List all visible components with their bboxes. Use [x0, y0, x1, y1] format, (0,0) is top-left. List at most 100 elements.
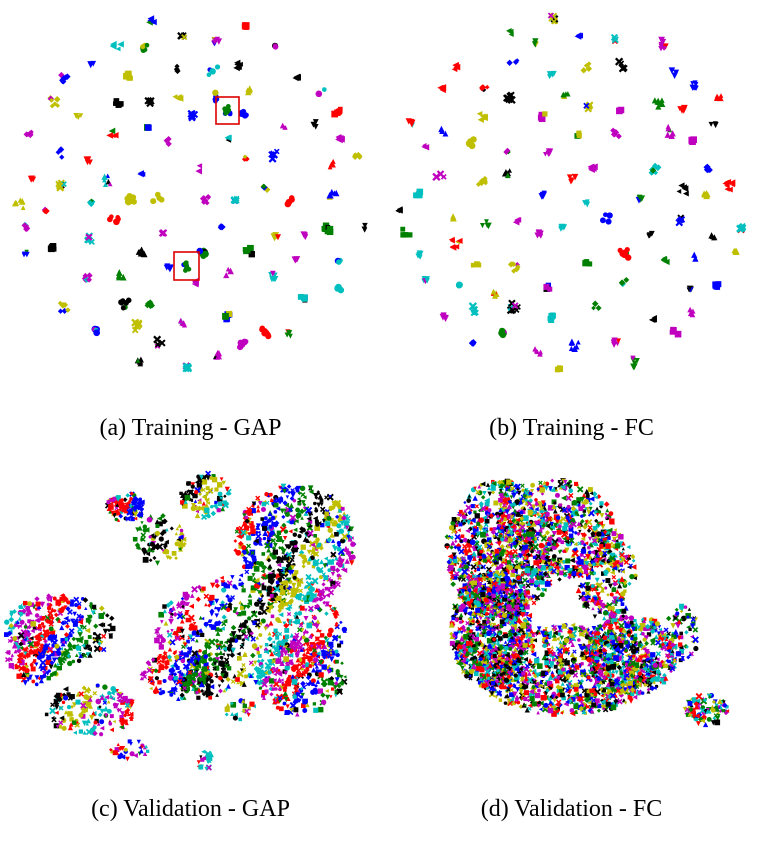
data-point	[292, 532, 298, 537]
data-point	[16, 657, 23, 664]
data-point	[53, 662, 58, 668]
data-point	[186, 602, 191, 606]
data-point	[66, 692, 71, 697]
data-point	[68, 633, 73, 638]
data-point	[30, 666, 36, 672]
data-point	[132, 511, 139, 518]
data-point	[248, 508, 252, 513]
data-point	[555, 636, 560, 642]
data-point	[530, 482, 536, 488]
data-point	[292, 575, 297, 580]
data-point	[194, 479, 200, 485]
data-point	[182, 541, 187, 546]
data-point	[14, 623, 18, 627]
data-point	[180, 671, 185, 676]
data-point	[308, 590, 314, 597]
data-point	[77, 632, 83, 638]
data-point	[335, 562, 340, 566]
data-point	[192, 493, 198, 499]
data-point	[220, 678, 225, 684]
data-point	[282, 621, 287, 626]
data-point	[39, 664, 47, 672]
data-point	[236, 651, 241, 657]
data-point	[609, 592, 614, 597]
data-point	[255, 508, 261, 513]
cluster-point	[466, 141, 473, 148]
data-point	[280, 483, 287, 490]
data-point	[146, 546, 153, 552]
data-point	[93, 645, 101, 653]
data-point	[206, 756, 210, 760]
data-point	[340, 538, 346, 544]
data-point	[535, 630, 540, 635]
cluster-point	[128, 75, 133, 81]
data-point	[154, 637, 160, 644]
data-point	[279, 589, 286, 596]
data-point	[244, 557, 248, 561]
data-point	[339, 558, 345, 565]
data-point	[176, 669, 182, 675]
data-point	[315, 565, 320, 571]
cluster-point	[154, 191, 161, 198]
data-point	[123, 508, 129, 514]
data-point	[214, 500, 218, 505]
data-point	[211, 474, 216, 479]
data-point	[309, 555, 315, 561]
cluster-point	[82, 272, 89, 279]
data-point	[310, 550, 316, 556]
data-point	[148, 558, 153, 563]
data-point	[308, 647, 313, 652]
data-point	[218, 688, 223, 694]
data-point	[292, 664, 299, 671]
cluster-point	[330, 158, 336, 164]
data-point	[139, 499, 145, 505]
data-point	[22, 632, 27, 637]
cluster-point	[182, 261, 188, 267]
data-point	[290, 492, 296, 498]
data-point	[30, 621, 36, 627]
data-point	[198, 474, 205, 480]
data-point	[300, 628, 305, 633]
data-point	[303, 637, 310, 643]
data-point	[195, 596, 201, 602]
data-point	[145, 551, 151, 557]
data-point	[523, 599, 529, 606]
data-point	[89, 727, 95, 732]
cluster-point	[59, 301, 67, 309]
data-point	[313, 603, 318, 608]
data-point	[259, 645, 263, 650]
cluster-point	[20, 205, 26, 210]
data-point	[286, 543, 292, 550]
data-point	[315, 641, 320, 646]
data-point	[177, 534, 184, 541]
cluster-point	[86, 276, 93, 283]
data-point	[31, 679, 36, 684]
cluster-point	[703, 166, 711, 174]
data-point	[210, 624, 217, 630]
data-point	[75, 699, 81, 705]
data-point	[336, 546, 342, 552]
data-point	[119, 718, 125, 723]
data-point	[219, 628, 223, 632]
cluster-point	[563, 91, 569, 96]
data-point	[292, 694, 297, 699]
data-point	[42, 615, 46, 620]
cluster-point	[396, 206, 403, 213]
data-point	[219, 640, 223, 645]
data-point	[467, 671, 473, 678]
data-point	[250, 528, 256, 534]
data-point	[328, 589, 335, 596]
data-point	[196, 505, 203, 512]
data-point	[260, 506, 266, 513]
data-point	[124, 502, 130, 508]
data-point	[161, 529, 166, 534]
data-point	[208, 657, 213, 662]
data-point	[286, 591, 291, 596]
data-point	[595, 592, 601, 598]
data-point	[230, 631, 237, 637]
cluster-point	[504, 147, 511, 154]
data-point	[63, 710, 69, 715]
cluster-point	[352, 152, 358, 158]
data-point	[336, 635, 341, 639]
data-point	[72, 720, 77, 725]
